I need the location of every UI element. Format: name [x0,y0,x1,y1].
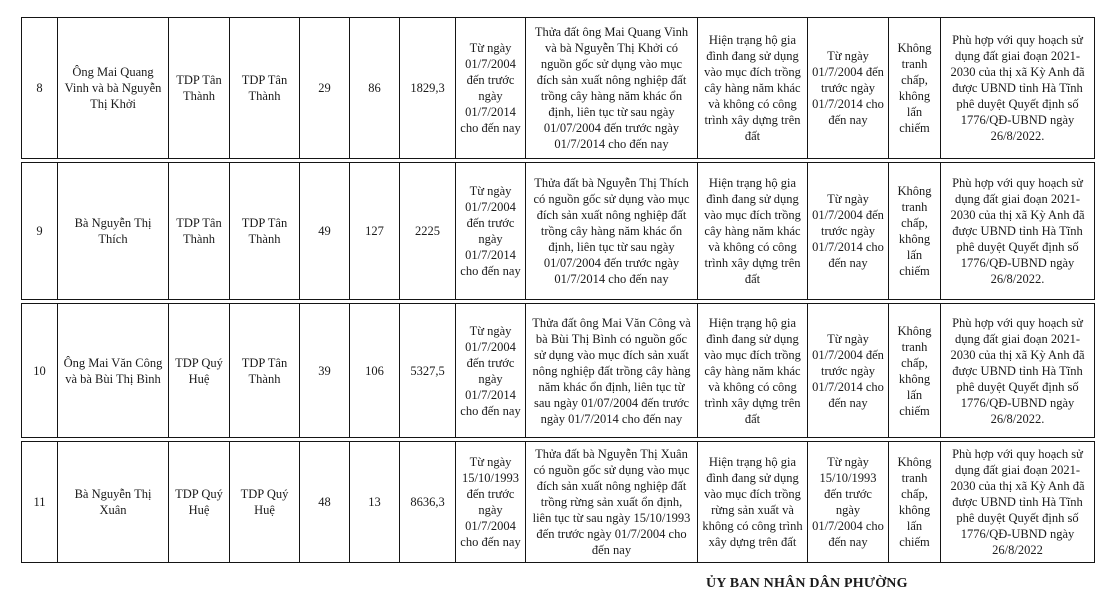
table-cell: Từ ngày 01/7/2004 đến trước ngày 01/7/20… [456,18,526,158]
table-cell: 9 [22,163,58,299]
table-cell: TDP Quý Huệ [169,304,230,437]
table-cell: 39 [300,304,350,437]
table-cell: Ông Mai Văn Công và bà Bùi Thị Bình [58,304,169,437]
table-cell: TDP Tân Thành [169,18,230,158]
table-cell: Từ ngày 01/7/2004 đến trước ngày 01/7/20… [808,304,889,437]
table-cell: Không tranh chấp, không lấn chiếm [889,163,941,299]
table-cell: Hiện trạng hộ gia đình đang sử dụng vào … [698,18,808,158]
table-cell: Từ ngày 01/7/2004 đến trước ngày 01/7/20… [456,163,526,299]
table-cell: 10 [22,304,58,437]
table-row: 11 Bà Nguyễn Thị Xuân TDP Quý Huệ TDP Qu… [21,441,1095,563]
table-cell: 5327,5 [400,304,456,437]
table-cell: Từ ngày 01/7/2004 đến trước ngày 01/7/20… [808,163,889,299]
table-cell: Thửa đất bà Nguyễn Thị Xuân có nguồn gốc… [526,442,698,562]
table-cell: Hiện trạng hộ gia đình đang sử dụng vào … [698,304,808,437]
table-cell: TDP Quý Huệ [169,442,230,562]
table-cell: Thửa đất bà Nguyễn Thị Thích có nguồn gố… [526,163,698,299]
table-cell: 48 [300,442,350,562]
table-cell: 1829,3 [400,18,456,158]
table-cell: TDP Tân Thành [230,304,300,437]
land-records-table: 8 Ông Mai Quang Vinh và bà Nguyễn Thị Kh… [21,17,1095,563]
table-cell: Phù hợp với quy hoạch sử dụng đất giai đ… [950,447,1085,557]
table-cell: 13 [350,442,400,562]
table-cell: Hiện trạng hộ gia đình đang sử dụng vào … [698,442,808,562]
table-cell: TDP Quý Huệ [230,442,300,562]
table-cell: Hiện trạng hộ gia đình đang sử dụng vào … [698,163,808,299]
table-cell: Thửa đất ông Mai Văn Công và bà Bùi Thị … [526,304,698,437]
table-cell: 49 [300,163,350,299]
table-row: 10 Ông Mai Văn Công và bà Bùi Thị Bình T… [21,303,1095,438]
table-row: 9 Bà Nguyễn Thị Thích TDP Tân Thành TDP … [21,162,1095,300]
table-cell: Phù hợp với quy hoạch sử dụng đất giai đ… [950,33,1085,143]
table-cell: Ông Mai Quang Vinh và bà Nguyễn Thị Khởi [58,18,169,158]
table-cell: Không tranh chấp, không lấn chiếm [889,304,941,437]
table-cell: Từ ngày 15/10/1993 đến trước ngày 01/7/2… [456,442,526,562]
table-cell: 127 [350,163,400,299]
table-cell: Từ ngày 15/10/1993 đến trước ngày 01/7/2… [808,442,889,562]
table-cell: 8 [22,18,58,158]
table-row: 8 Ông Mai Quang Vinh và bà Nguyễn Thị Kh… [21,17,1095,159]
table-cell: Phù hợp với quy hoạch sử dụng đất giai đ… [950,315,1085,426]
table-cell: TDP Tân Thành [230,163,300,299]
table-cell: 86 [350,18,400,158]
table-cell: Bà Nguyễn Thị Xuân [58,442,169,562]
table-cell: Bà Nguyễn Thị Thích [58,163,169,299]
table-cell: 8636,3 [400,442,456,562]
table-cell: TDP Tân Thành [169,163,230,299]
table-cell: Từ ngày 01/7/2004 đến trước ngày 01/7/20… [808,18,889,158]
table-cell: 2225 [400,163,456,299]
table-cell: Không tranh chấp, không lấn chiếm [889,442,941,562]
table-cell: Từ ngày 01/7/2004 đến trước ngày 01/7/20… [456,304,526,437]
table-cell: Không tranh chấp, không lấn chiếm [889,18,941,158]
footer-signature-title: ỦY BAN NHÂN DÂN PHƯỜNG [706,576,908,591]
table-cell: 29 [300,18,350,158]
table-cell: Thửa đất ông Mai Quang Vinh và bà Nguyễn… [526,18,698,158]
table-cell: Phù hợp với quy hoạch sử dụng đất giai đ… [950,176,1085,286]
table-cell: 11 [22,442,58,562]
table-cell: TDP Tân Thành [230,18,300,158]
table-cell: 106 [350,304,400,437]
